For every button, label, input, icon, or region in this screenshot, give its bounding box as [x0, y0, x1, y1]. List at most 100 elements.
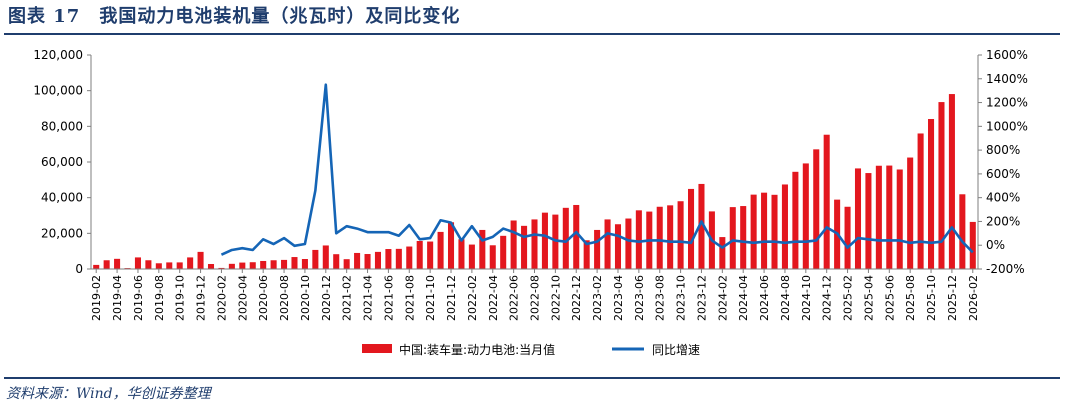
- x-tick-label: 2019-08: [153, 275, 166, 321]
- x-tick-label: 2019-04: [111, 275, 124, 321]
- bar: [844, 206, 851, 269]
- x-tick-label: 2021-12: [445, 275, 458, 321]
- left-tick-label: 40,000: [41, 191, 83, 205]
- x-tick-label: 2025-06: [883, 275, 896, 321]
- bar: [155, 263, 162, 269]
- bar: [761, 192, 768, 269]
- bar: [312, 249, 319, 269]
- x-tick-label: 2022-04: [487, 275, 500, 321]
- bar: [364, 254, 371, 269]
- x-tick-label: 2020-08: [278, 275, 291, 321]
- footer-rule: [4, 377, 1060, 379]
- x-tick-label: 2024-02: [716, 275, 729, 321]
- x-tick-label: 2025-08: [904, 275, 917, 321]
- x-tick-label: 2022-08: [529, 275, 542, 321]
- x-tick-label: 2021-08: [403, 275, 416, 321]
- bar: [249, 262, 256, 269]
- left-tick-label: 0: [75, 262, 83, 276]
- x-tick-label: 2022-10: [549, 275, 562, 321]
- left-tick-label: 60,000: [41, 155, 83, 169]
- right-tick-label: 1400%: [986, 72, 1028, 86]
- x-tick-label: 2025-12: [946, 275, 959, 321]
- bar: [427, 241, 434, 269]
- bar: [416, 241, 423, 269]
- x-tick-label: 2022-06: [508, 275, 521, 321]
- bar: [928, 119, 935, 270]
- x-tick-label: 2025-10: [925, 275, 938, 321]
- left-tick-label: 80,000: [41, 119, 83, 133]
- bar: [875, 165, 882, 269]
- x-tick-label: 2021-06: [382, 275, 395, 321]
- right-tick-label: 0%: [986, 238, 1005, 252]
- bar: [374, 251, 381, 269]
- bar: [948, 94, 955, 269]
- bar: [103, 260, 110, 269]
- right-tick-label: 1200%: [986, 96, 1028, 110]
- right-tick-label: 1600%: [986, 48, 1028, 62]
- bar: [750, 194, 757, 269]
- bar: [239, 262, 246, 269]
- yoy-line: [220, 83, 974, 256]
- bar: [510, 220, 517, 269]
- bar: [886, 165, 893, 269]
- bar: [197, 251, 204, 269]
- x-tick-label: 2023-06: [633, 275, 646, 321]
- bar: [531, 219, 538, 269]
- bar: [134, 257, 141, 269]
- bar: [792, 171, 799, 269]
- title-rule: [4, 33, 1060, 35]
- x-tick-label: 2024-08: [779, 275, 792, 321]
- x-tick-label: 2019-10: [174, 275, 187, 321]
- bar: [583, 240, 590, 269]
- bar: [823, 134, 830, 269]
- bar: [145, 260, 152, 269]
- bar: [729, 207, 736, 269]
- x-tick-label: 2024-06: [758, 275, 771, 321]
- bar: [322, 245, 329, 269]
- bar: [343, 259, 350, 269]
- source-note: 资料来源：Wind，华创证券整理: [6, 386, 211, 402]
- bar: [896, 169, 903, 269]
- bar: [228, 263, 235, 269]
- bar: [468, 244, 475, 269]
- bar: [907, 157, 914, 269]
- right-tick-label: 200%: [986, 214, 1020, 228]
- bar: [771, 194, 778, 269]
- bar: [260, 260, 267, 269]
- bar: [500, 235, 507, 269]
- bar: [354, 252, 361, 269]
- bar: [635, 210, 642, 269]
- bar: [437, 231, 444, 269]
- left-tick-label: 100,000: [33, 84, 83, 98]
- bar: [552, 214, 559, 269]
- bar: [333, 254, 340, 269]
- bar: [813, 149, 820, 269]
- bar: [207, 264, 215, 269]
- right-tick-label: 1000%: [986, 119, 1028, 133]
- bar: [521, 225, 528, 269]
- bar: [479, 229, 486, 269]
- bar: [301, 259, 308, 269]
- legend-label-bar: 中国:装车量:动力电池:当月值: [399, 342, 555, 357]
- bar: [166, 262, 173, 269]
- x-tick-label: 2026-02: [967, 275, 980, 321]
- x-tick-label: 2024-04: [737, 275, 750, 321]
- legend-label-line: 同比增速: [652, 343, 700, 357]
- bar: [281, 259, 288, 269]
- x-tick-label: 2023-10: [675, 275, 688, 321]
- chart-legend: 中国:装车量:动力电池:当月值 同比增速: [362, 342, 700, 357]
- bar: [291, 257, 298, 269]
- bar: [93, 264, 100, 269]
- x-tick-label: 2023-08: [654, 275, 667, 321]
- chart-axes: 0 20,000 40,000 60,000 80,000 100,000 120,000 -…: [33, 48, 1028, 321]
- bar: [802, 163, 809, 269]
- bar: [854, 168, 862, 269]
- bar: [594, 229, 601, 269]
- bar: [489, 245, 496, 269]
- bar: [573, 204, 580, 269]
- bar: [781, 184, 788, 269]
- bar: [114, 258, 121, 269]
- x-tick-label: 2020-06: [257, 275, 270, 321]
- right-tick-label: 400%: [986, 191, 1020, 205]
- bar: [270, 260, 277, 269]
